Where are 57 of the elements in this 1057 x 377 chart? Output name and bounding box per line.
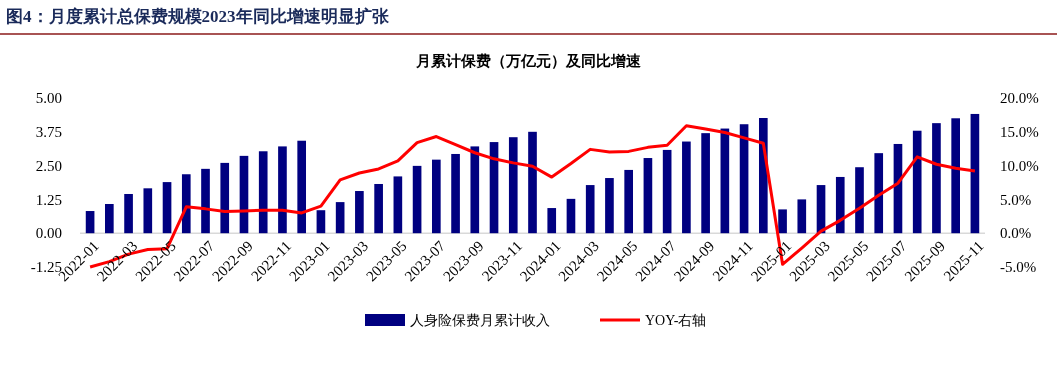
y2-tick-label: 5.0%	[1000, 191, 1032, 208]
bar	[220, 162, 230, 234]
bar	[951, 118, 960, 234]
bar	[432, 159, 441, 234]
bar	[605, 178, 614, 234]
y-tick-label: 1.25	[35, 191, 62, 208]
bar	[643, 158, 653, 234]
y2-tick-label: 20.0%	[1000, 90, 1039, 107]
bar	[932, 123, 941, 234]
bar	[393, 176, 403, 234]
bar	[355, 191, 364, 234]
bar	[758, 118, 768, 234]
bar	[547, 208, 557, 234]
bar	[451, 153, 460, 234]
y-tick-label: 0.00	[35, 225, 62, 242]
bar	[201, 168, 210, 234]
bar	[374, 183, 383, 234]
bar	[739, 124, 749, 234]
bar	[143, 188, 153, 234]
bar	[797, 199, 807, 234]
bar	[124, 193, 133, 234]
bar	[470, 146, 480, 234]
bar	[778, 209, 787, 234]
bar	[682, 141, 691, 234]
bar	[566, 198, 576, 234]
bar	[912, 130, 922, 234]
legend-label: YOY-右轴	[645, 312, 707, 328]
bar	[278, 146, 287, 234]
bar	[316, 210, 326, 234]
bar	[258, 151, 268, 234]
y2-tick-label: 10.0%	[1000, 157, 1039, 174]
chart-subtitle: 月累计保费（万亿元）及同比增速	[415, 53, 642, 69]
y2-tick-label: -5.0%	[1000, 259, 1037, 276]
bar	[508, 137, 518, 234]
bar	[85, 211, 95, 234]
bar	[835, 176, 845, 234]
bar	[624, 169, 633, 234]
chart-title: 图4：月度累计总保费规模2023年同比增速明显扩张	[6, 7, 390, 26]
bar	[162, 182, 172, 234]
legend-label: 人身险保费月累计收入	[410, 312, 550, 328]
y2-tick-label: 0.0%	[1000, 225, 1032, 242]
y2-tick-label: 15.0%	[1000, 124, 1039, 141]
y-tick-label: 2.50	[35, 157, 62, 174]
bar	[874, 153, 884, 234]
bar	[701, 133, 710, 234]
bar	[970, 113, 980, 234]
y-tick-label: 5.00	[35, 90, 62, 107]
bar	[412, 165, 422, 234]
bar	[181, 174, 191, 234]
bar	[855, 167, 864, 234]
y-tick-label: 3.75	[35, 124, 62, 141]
bar	[335, 202, 345, 234]
bar	[297, 140, 307, 234]
bar	[585, 185, 595, 234]
bar	[662, 149, 672, 234]
bar	[105, 204, 114, 234]
bar	[528, 131, 537, 234]
